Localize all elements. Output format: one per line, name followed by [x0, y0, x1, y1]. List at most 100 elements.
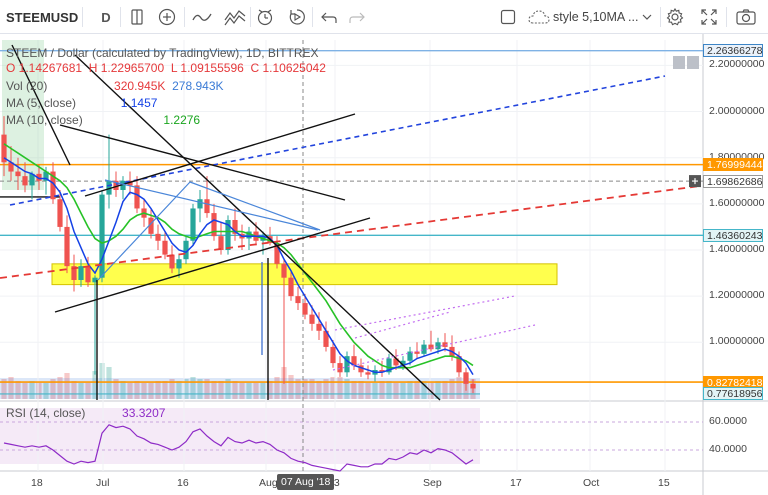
price-tag: 1.69862686: [703, 174, 763, 188]
price-tag: 0.77618956: [703, 387, 763, 401]
price-pane: [0, 40, 703, 400]
candle-body: [15, 171, 21, 177]
price-chart[interactable]: [0, 34, 768, 495]
symbol-search[interactable]: STEEMUSD: [6, 9, 79, 25]
price-tag: 1.46360243: [703, 228, 763, 242]
volume-bar: [323, 379, 329, 399]
rsi-band: [0, 408, 480, 464]
candle-body: [351, 356, 357, 366]
volume-bar: [50, 379, 56, 399]
triangle-edge: [189, 181, 321, 231]
support-zone-rect: [51, 263, 558, 286]
volume-bar: [99, 363, 105, 399]
volume-bar: [113, 379, 119, 399]
pane-restore-button: [673, 56, 685, 69]
volume-bar: [134, 381, 140, 399]
camera-icon[interactable]: [734, 0, 758, 34]
date-axis-label: Sep: [423, 477, 442, 489]
indicators-icon[interactable]: [156, 0, 178, 34]
volume-bar: [141, 383, 147, 399]
chevron-down-icon[interactable]: [640, 0, 654, 34]
candle-body: [176, 259, 182, 269]
volume-bar: [148, 383, 154, 399]
price-tag: 1.76999444: [703, 158, 763, 172]
volume-bar: [64, 373, 70, 399]
undo-icon[interactable]: [318, 0, 340, 34]
settings-icon[interactable]: [664, 0, 686, 34]
candle-body: [134, 185, 140, 209]
layout-style-label[interactable]: style 5,10MA ...: [553, 10, 639, 24]
volume-bar: [127, 383, 133, 399]
volume-bar: [211, 381, 217, 399]
volume-bar: [29, 381, 35, 399]
volume-bar: [22, 383, 28, 399]
volume-bar: [400, 383, 406, 399]
volume-bar: [435, 381, 441, 399]
alert-icon[interactable]: [254, 0, 276, 34]
candle-body: [442, 342, 448, 347]
redo-icon[interactable]: [346, 0, 368, 34]
downtrend-line-2: [74, 54, 441, 401]
candle-body: [211, 213, 217, 237]
candle-body: [204, 199, 210, 214]
candle-body: [330, 346, 336, 364]
pane-maximize-button: [687, 56, 699, 69]
candle-body: [400, 360, 406, 366]
candle-body: [295, 296, 301, 304]
volume-bar: [344, 379, 350, 399]
compare-icon[interactable]: [126, 0, 148, 34]
volume-bar: [204, 379, 210, 399]
candle-body: [344, 356, 350, 373]
price-tag: 2.26366278: [703, 44, 763, 58]
price-axis-label: 1.60000000: [709, 196, 765, 209]
candle-body: [71, 266, 77, 280]
symbol-title: STEEM / Dollar (calculated by TradingVie…: [6, 46, 319, 60]
volume-bar: [379, 381, 385, 399]
uptrend-line: [84, 113, 356, 197]
toolbar-divider: [660, 7, 661, 27]
toolbar-divider: [726, 7, 727, 27]
interval-button[interactable]: D: [101, 9, 111, 25]
fullscreen-icon[interactable]: [698, 0, 720, 34]
rsi-value: 33.3207: [122, 406, 166, 420]
ma10-legend[interactable]: MA (10, close) 1.2276: [6, 113, 200, 127]
crosshair-date-label: 07 Aug '18: [277, 474, 335, 490]
date-axis-label: Jul: [96, 477, 110, 489]
toolbar-divider: [250, 7, 251, 27]
bar-style-icon[interactable]: [190, 0, 214, 34]
red-dashed-trendline: [0, 185, 701, 279]
date-axis-label: 17: [510, 477, 522, 489]
candle-body: [246, 231, 252, 239]
candle-body: [323, 330, 329, 347]
ma5-value: 1.1457: [120, 96, 158, 110]
volume-bar: [386, 381, 392, 399]
ma5-label: MA (5, close): [6, 96, 77, 110]
candle-body: [113, 180, 119, 190]
ohlc-legend: O 1.14267681 H 1.22965700 L 1.09155596 C…: [6, 61, 326, 75]
price-axis-label: 2.00000000: [709, 104, 765, 117]
toolbar-divider: [120, 7, 121, 27]
replay-icon[interactable]: [286, 0, 308, 34]
candle-body: [337, 363, 343, 373]
close-value: C 1.10625042: [250, 61, 326, 75]
line-tools-icon[interactable]: [222, 0, 248, 34]
candle-body: [302, 303, 308, 315]
ma5-legend[interactable]: MA (5, close) 1.1457: [6, 96, 157, 110]
volume-legend[interactable]: Vol (20) 320.945K 278.943K: [6, 79, 224, 93]
volume-bar: [246, 383, 252, 399]
candle-body: [316, 323, 322, 331]
purple-channel-upper: [334, 295, 516, 331]
volume-bar: [85, 383, 91, 399]
date-axis-label: 15: [658, 477, 670, 489]
purple-channel-mid: [354, 311, 451, 339]
downtrend-line-1: [11, 44, 71, 166]
candle-body: [78, 266, 84, 280]
volume-bar: [365, 383, 371, 399]
candle-body: [274, 243, 280, 264]
low-value: L 1.09155596: [170, 61, 244, 75]
rsi-axis-label: 60.0000: [709, 415, 747, 427]
candle-body: [155, 233, 161, 241]
volume-bar: [232, 381, 238, 399]
fullscreen-checkbox-icon[interactable]: [498, 0, 518, 34]
rsi-legend[interactable]: RSI (14, close) 33.3207: [6, 406, 165, 420]
